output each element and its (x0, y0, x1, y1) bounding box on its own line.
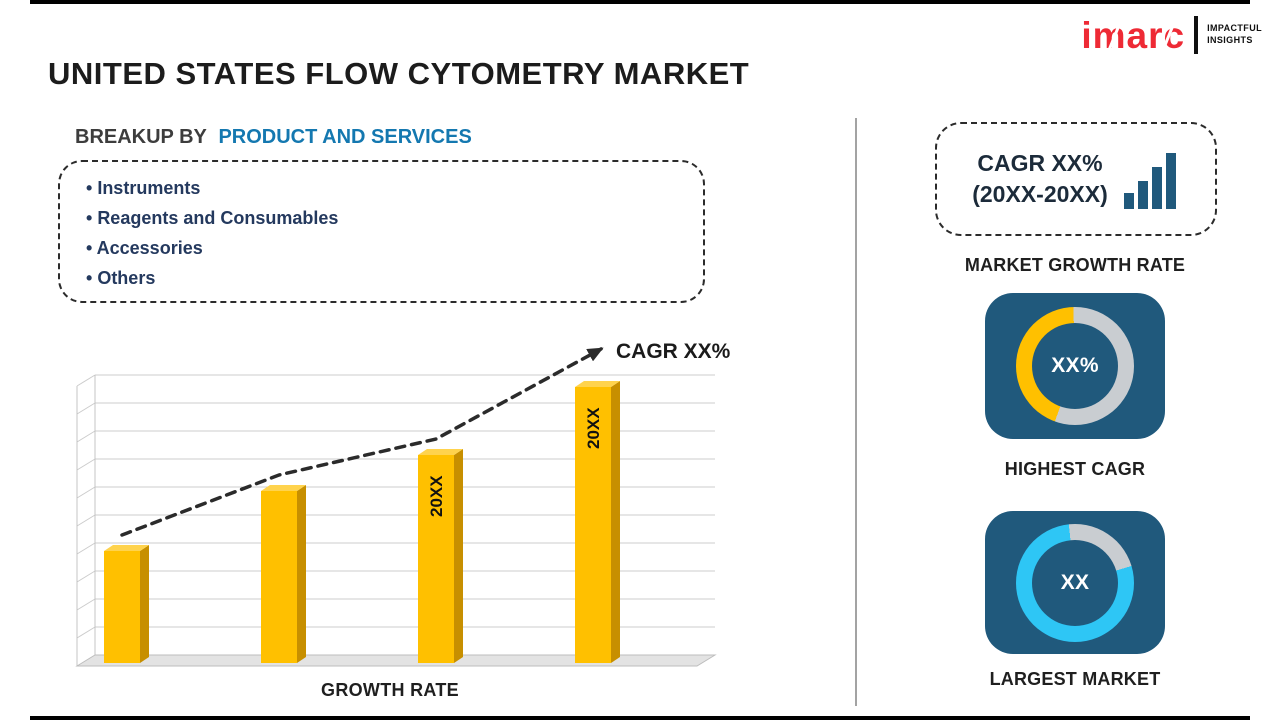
section-heading: BREAKUP BY PRODUCT AND SERVICES (75, 126, 472, 149)
growth-box-line1: CAGR XX% (977, 149, 1103, 176)
chart-x-label: GROWTH RATE (321, 680, 459, 700)
market-growth-rate-label: MARKET GROWTH RATE (964, 255, 1186, 275)
bottom-rule (30, 716, 1250, 720)
breakup-item: Accessories (86, 233, 703, 263)
heading-highlight: PRODUCT AND SERVICES (218, 126, 472, 148)
svg-text:20XX: 20XX (584, 407, 603, 449)
imarc-logo: imarc IMPACTFUL INSIGHTS (1081, 16, 1262, 54)
largest-market-ring: XX (1016, 523, 1134, 642)
highest-cagr-label: HIGHEST CAGR (1004, 459, 1146, 479)
heading-prefix: BREAKUP BY (75, 126, 207, 148)
highest-cagr-tile: XX% (985, 293, 1165, 439)
vertical-divider (855, 118, 857, 706)
bar-chart-icon (1123, 153, 1176, 209)
highest-cagr-ring: XX% (1016, 307, 1134, 425)
logo-tagline-line2: INSIGHTS (1207, 35, 1253, 45)
breakup-list: InstrumentsReagents and ConsumablesAcces… (58, 160, 705, 303)
largest-market-value: XX (1060, 570, 1090, 594)
logo-separator (1194, 16, 1199, 54)
svg-text:20XX: 20XX (427, 475, 446, 517)
donut-hole (1032, 323, 1118, 409)
trend-cagr-label: CAGR XX% (616, 340, 731, 363)
growth-box-line2: (20XX-20XX) (972, 181, 1108, 207)
growth-bar-chart: 20XX 20XX (75, 347, 717, 667)
breakup-item: Instruments (86, 173, 703, 203)
donut-hole (1032, 539, 1118, 626)
page-title: UNITED STATES FLOW CYTOMETRY MARKET (48, 56, 750, 91)
breakup-item: Reagents and Consumables (86, 203, 703, 233)
logo-tagline: IMPACTFUL INSIGHTS (1207, 23, 1262, 46)
highest-cagr-value: XX% (1051, 354, 1099, 377)
market-growth-box: CAGR XX% (20XX-20XX) (935, 122, 1217, 236)
largest-market-label: LARGEST MARKET (989, 669, 1161, 689)
logo-tagline-line1: IMPACTFUL (1207, 23, 1262, 34)
logo-brand: imarc (1081, 17, 1185, 54)
growth-box-text: CAGR XX% (20XX-20XX) (972, 148, 1108, 210)
breakup-item: Others (86, 263, 703, 293)
top-rule (30, 0, 1250, 4)
largest-market-tile: XX (985, 511, 1165, 654)
